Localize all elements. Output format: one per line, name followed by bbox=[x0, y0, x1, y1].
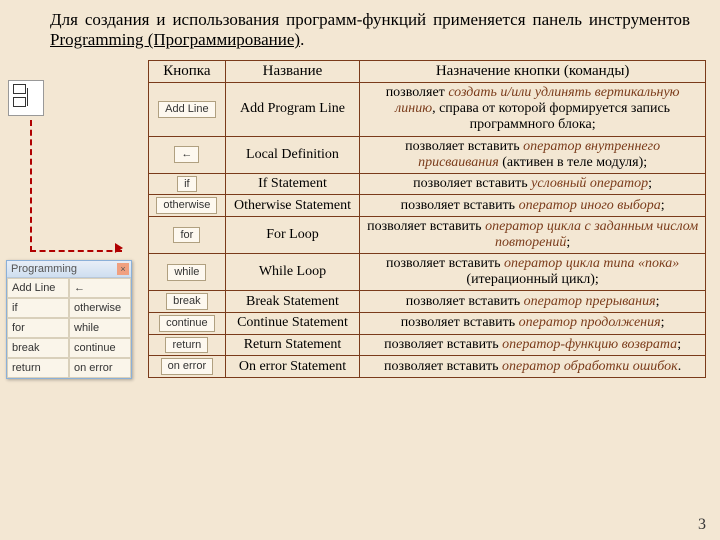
palette-button[interactable]: for bbox=[7, 318, 69, 338]
desc-cell: позволяет вставить оператор-функцию возв… bbox=[360, 334, 706, 356]
button-cell: Add Line bbox=[149, 83, 226, 136]
commands-table: Кнопка Название Назначение кнопки (коман… bbox=[148, 60, 706, 378]
desc-cell: позволяет вставить оператор цикла с зада… bbox=[360, 217, 706, 254]
palette-button[interactable]: continue bbox=[69, 338, 131, 358]
button-cell: while bbox=[149, 254, 226, 291]
table-row: ifIf Statementпозволяет вставить условны… bbox=[149, 173, 706, 195]
th-desc: Назначение кнопки (команды) bbox=[360, 61, 706, 83]
button-cell: continue bbox=[149, 313, 226, 335]
name-cell: Otherwise Statement bbox=[225, 195, 360, 217]
button-cell: ← bbox=[149, 136, 226, 173]
intro-text: Для создания и использования программ-фу… bbox=[0, 0, 720, 53]
table-row: ←Local Definitionпозволяет вставить опер… bbox=[149, 136, 706, 173]
callout-arrow bbox=[30, 120, 122, 252]
programming-icon bbox=[8, 80, 44, 116]
name-cell: For Loop bbox=[225, 217, 360, 254]
button-cell: for bbox=[149, 217, 226, 254]
palette-title: Programming × bbox=[7, 261, 131, 278]
table-row: breakBreak Statementпозволяет вставить о… bbox=[149, 291, 706, 313]
table-row: returnReturn Statementпозволяет вставить… bbox=[149, 334, 706, 356]
programming-palette: Programming × Add Line←ifotherwiseforwhi… bbox=[6, 260, 132, 379]
desc-cell: позволяет вставить условный оператор; bbox=[360, 173, 706, 195]
palette-button[interactable]: while bbox=[69, 318, 131, 338]
desc-cell: позволяет вставить оператор обработки ош… bbox=[360, 356, 706, 378]
desc-cell: позволяет вставить оператор прерывания; bbox=[360, 291, 706, 313]
close-icon[interactable]: × bbox=[117, 263, 129, 275]
table-row: Add LineAdd Program Lineпозволяет создат… bbox=[149, 83, 706, 136]
th-button: Кнопка bbox=[149, 61, 226, 83]
name-cell: Add Program Line bbox=[225, 83, 360, 136]
page-number: 3 bbox=[698, 516, 706, 534]
desc-cell: позволяет вставить оператор внутреннего … bbox=[360, 136, 706, 173]
desc-cell: позволяет вставить оператор иного выбора… bbox=[360, 195, 706, 217]
palette-button[interactable]: if bbox=[7, 298, 69, 318]
callout-arrow-head bbox=[115, 243, 123, 253]
palette-button[interactable]: on error bbox=[69, 358, 131, 378]
name-cell: Return Statement bbox=[225, 334, 360, 356]
name-cell: Break Statement bbox=[225, 291, 360, 313]
table-row: otherwiseOtherwise Statementпозволяет вс… bbox=[149, 195, 706, 217]
th-name: Название bbox=[225, 61, 360, 83]
name-cell: Continue Statement bbox=[225, 313, 360, 335]
table-row: whileWhile Loopпозволяет вставить операт… bbox=[149, 254, 706, 291]
button-cell: if bbox=[149, 173, 226, 195]
name-cell: On error Statement bbox=[225, 356, 360, 378]
palette-button[interactable]: otherwise bbox=[69, 298, 131, 318]
desc-cell: позволяет вставить оператор продолжения; bbox=[360, 313, 706, 335]
desc-cell: позволяет создать и/или удлинять вертика… bbox=[360, 83, 706, 136]
table-row: continueContinue Statementпозволяет вста… bbox=[149, 313, 706, 335]
left-panel bbox=[8, 80, 143, 120]
button-cell: otherwise bbox=[149, 195, 226, 217]
button-cell: on error bbox=[149, 356, 226, 378]
palette-button[interactable]: Add Line bbox=[7, 278, 69, 298]
button-cell: return bbox=[149, 334, 226, 356]
button-cell: break bbox=[149, 291, 226, 313]
desc-cell: позволяет вставить оператор цикла типа «… bbox=[360, 254, 706, 291]
palette-button[interactable]: ← bbox=[69, 278, 131, 298]
name-cell: While Loop bbox=[225, 254, 360, 291]
name-cell: If Statement bbox=[225, 173, 360, 195]
palette-button[interactable]: return bbox=[7, 358, 69, 378]
table-row: forFor Loopпозволяет вставить оператор ц… bbox=[149, 217, 706, 254]
palette-button[interactable]: break bbox=[7, 338, 69, 358]
table-row: on errorOn error Statementпозволяет вста… bbox=[149, 356, 706, 378]
name-cell: Local Definition bbox=[225, 136, 360, 173]
